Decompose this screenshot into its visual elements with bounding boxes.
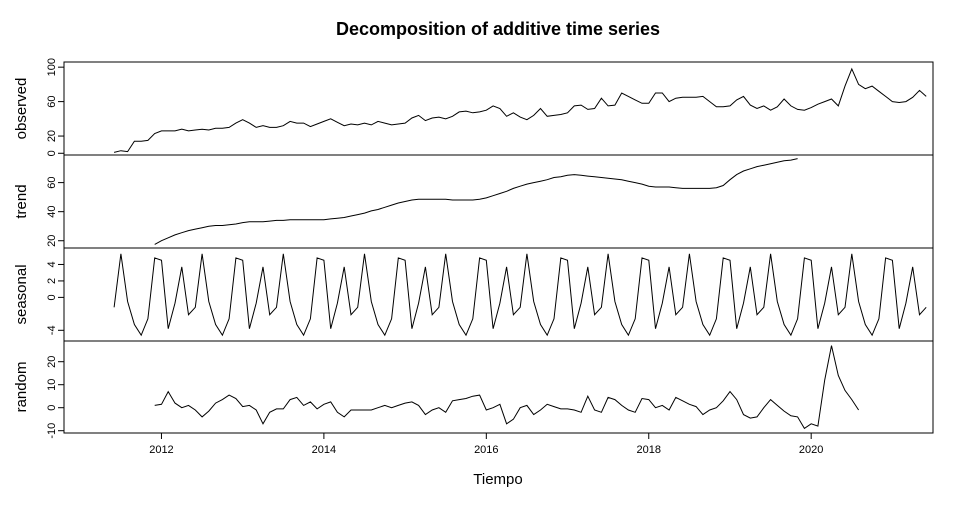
- observed-y-tick-label: 0: [46, 150, 58, 156]
- observed-y-tick-label: 20: [46, 130, 58, 142]
- trend-panel: 20 40 60 trend: [13, 154, 934, 249]
- observed-panel: 0 20 60 100 observed: [13, 58, 934, 156]
- seasonal-panel: -4 0 2 4 seasonal: [13, 247, 934, 342]
- random-panel: -10 0 10 20 random: [13, 340, 934, 439]
- chart-title: Decomposition of additive time series: [336, 19, 660, 39]
- random-axis-title: random: [13, 362, 30, 413]
- x-tick-label: 2016: [474, 444, 498, 456]
- random-y-tick-label: -10: [46, 423, 58, 439]
- seasonal-line: [113, 253, 927, 337]
- seasonal-y-tick-label: 2: [46, 278, 58, 284]
- seasonal-y-tick-label: 4: [46, 261, 58, 267]
- trend-y-tick-label: 20: [46, 235, 58, 247]
- x-tick-label: 2018: [637, 444, 661, 456]
- x-tick-label: 2012: [149, 444, 173, 456]
- x-axis: 2012 2014 2016 2018 2020: [149, 433, 823, 456]
- seasonal-frame: [63, 247, 934, 342]
- observed-y-tick-label: 100: [46, 58, 58, 76]
- seasonal-y-tick-label: -4: [46, 325, 58, 335]
- seasonal-axis-title: seasonal: [13, 264, 30, 324]
- observed-axis-title: observed: [13, 78, 30, 140]
- trend-axis-title: trend: [13, 184, 30, 218]
- panels-group: 02060100observed204060trend-4024seasonal…: [13, 58, 934, 439]
- trend-frame: [63, 154, 934, 249]
- random-frame: [63, 340, 934, 434]
- observed-line: [113, 67, 927, 153]
- trend-y-tick-label: 60: [46, 176, 58, 188]
- trend-line: [154, 158, 798, 245]
- observed-y-tick-label: 60: [46, 95, 58, 107]
- trend-y-tick-label: 40: [46, 206, 58, 218]
- random-y-tick-label: 20: [46, 356, 58, 368]
- random-line: [154, 345, 860, 430]
- x-axis-title: Tiempo: [473, 471, 522, 488]
- x-tick-label: 2014: [312, 444, 336, 456]
- x-tick-label: 2020: [799, 444, 823, 456]
- random-y-tick-label: 10: [46, 379, 58, 391]
- seasonal-y-tick-label: 0: [46, 294, 58, 300]
- random-y-tick-label: 0: [46, 405, 58, 411]
